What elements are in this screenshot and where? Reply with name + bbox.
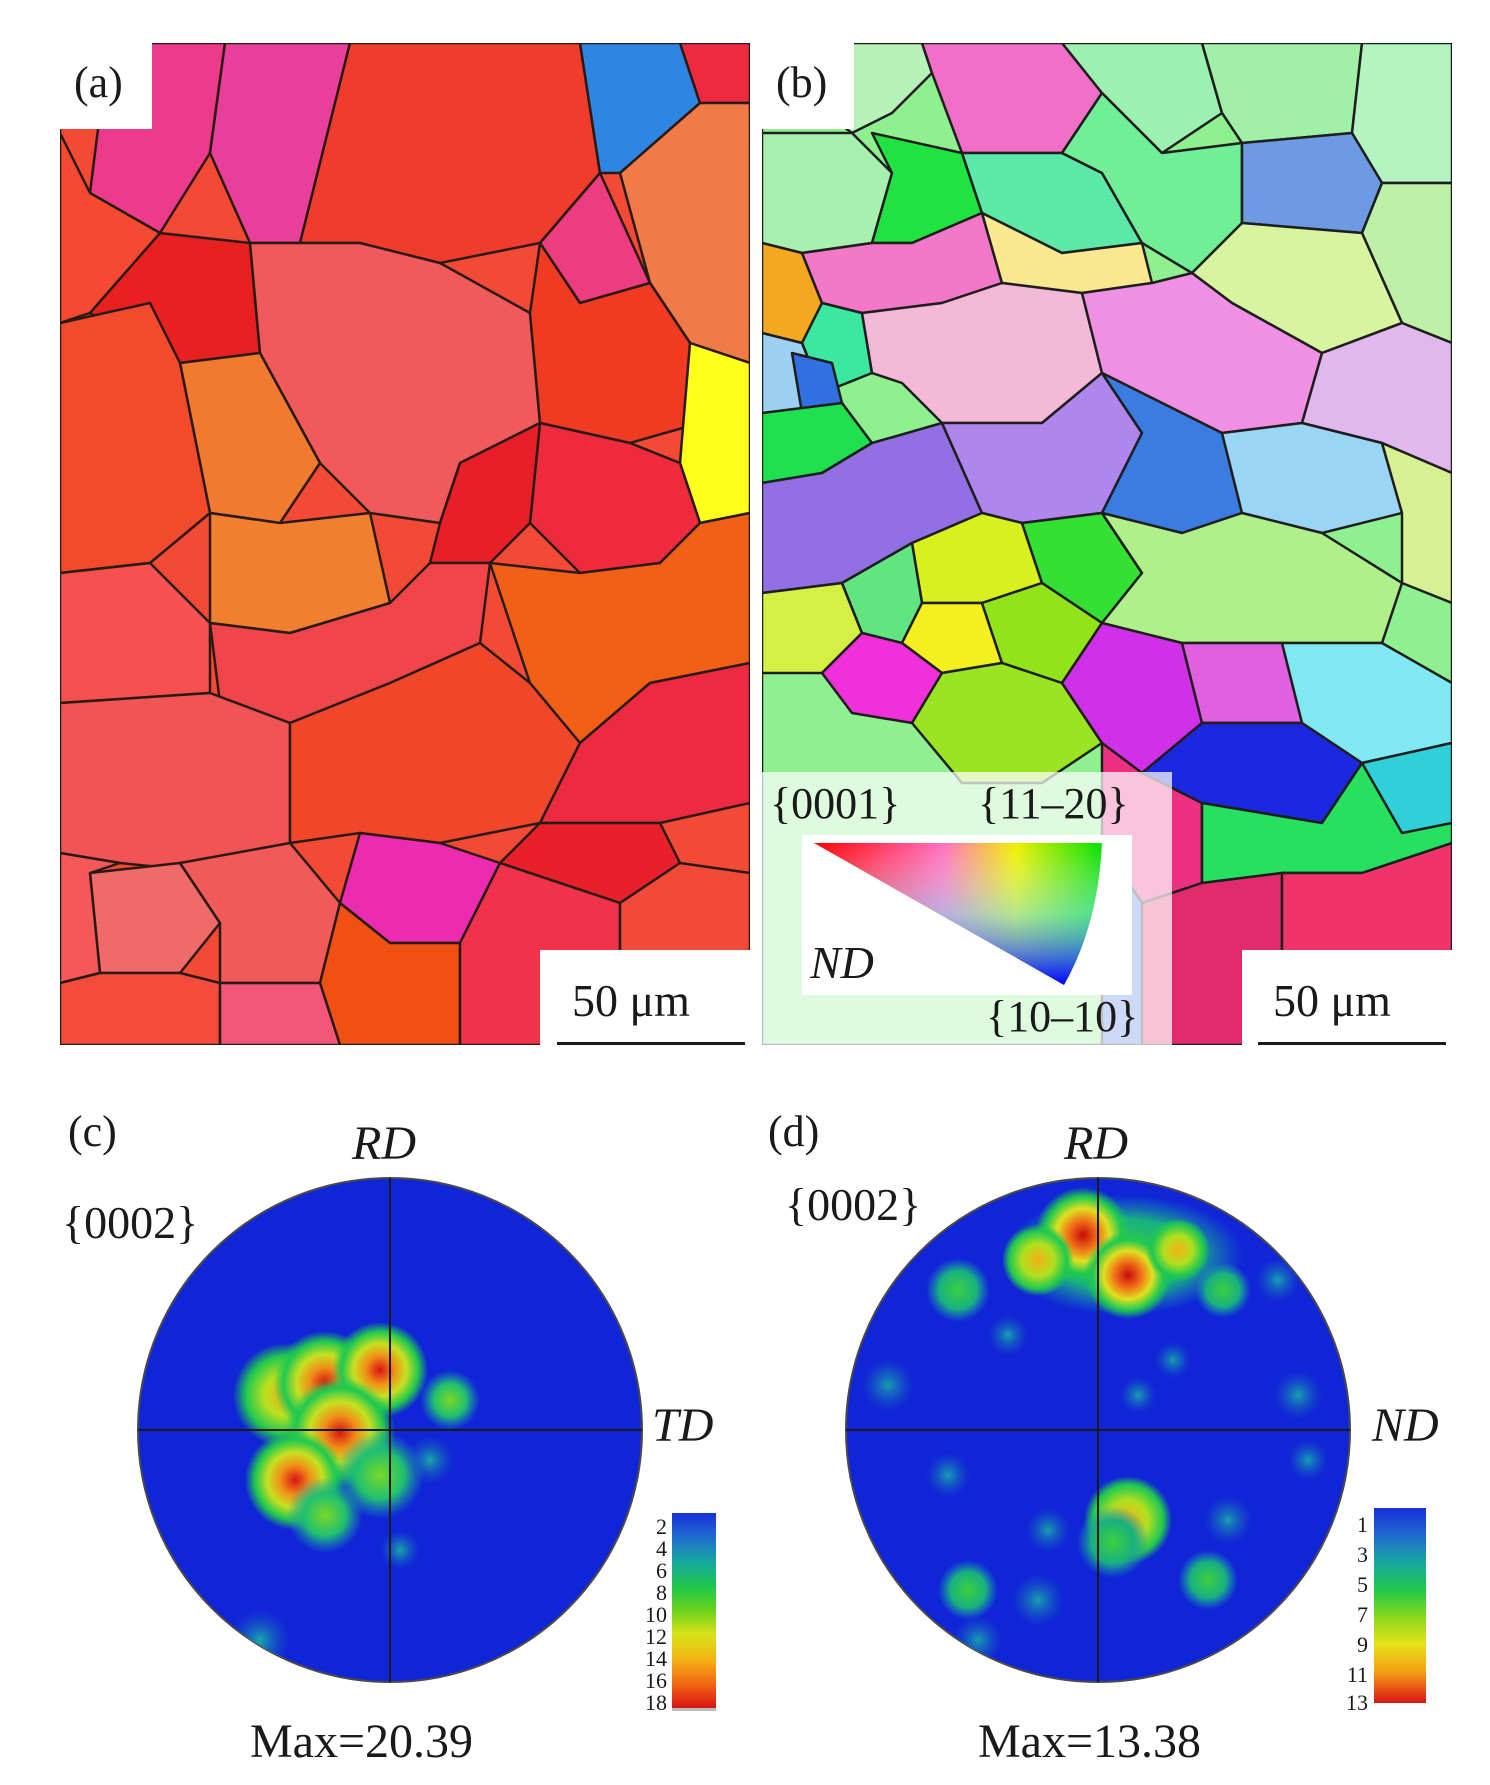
pole-figure-c (137, 1177, 643, 1683)
pf-c-rd-label: RD (352, 1117, 416, 1170)
pf-d-max: Max=13.38 (978, 1715, 1202, 1768)
grain (1060, 43, 1224, 155)
pf-pole (1002, 1224, 1074, 1296)
pf-pole (988, 1315, 1028, 1355)
colorbar-tick: 13 (1346, 1690, 1368, 1715)
ipf-corner-10-10: {10–10} (986, 992, 1139, 1041)
grain (1360, 741, 1452, 835)
panel-label-c: (c) (68, 1107, 117, 1156)
pf-pole (1146, 1218, 1210, 1282)
pole-figure-d (845, 1177, 1351, 1683)
colorbar-d (1374, 1508, 1426, 1703)
pf-pole (406, 1436, 454, 1484)
pf-pole (230, 1610, 290, 1670)
ipf-color-triangle (802, 835, 1132, 995)
pf-pole (380, 1530, 420, 1570)
ipf-corner-0001: {0001} (770, 779, 901, 828)
pf-pole (1288, 1440, 1328, 1480)
pf-c-td-label: TD (652, 1399, 714, 1452)
grain (60, 851, 122, 985)
pf-pole (1256, 1258, 1300, 1302)
panel-label-b: (b) (762, 43, 854, 129)
colorbar-tick: 18 (645, 1690, 667, 1715)
pf-pole (954, 1616, 1002, 1664)
colorbar-tick: 4 (656, 1536, 667, 1561)
grain (218, 981, 342, 1045)
grain-map-a (60, 43, 750, 1045)
pf-pole (1012, 1574, 1064, 1626)
pf-pole (938, 1560, 998, 1620)
grain (1240, 131, 1384, 235)
colorbar-tick: 11 (1346, 1662, 1368, 1687)
pf-pole (926, 1258, 990, 1322)
pf-pole (1077, 1506, 1149, 1578)
colorbar-tick: 16 (645, 1668, 667, 1693)
ipf-axis-nd: ND (810, 937, 874, 988)
pf-pole (1204, 1496, 1252, 1544)
pf-pole (420, 1370, 480, 1430)
grain (60, 971, 222, 1045)
colorbar-tick: 2 (656, 1514, 667, 1539)
pf-pole (287, 1477, 363, 1553)
grain (60, 691, 292, 875)
colorbar-c (672, 1513, 716, 1711)
colorbar-tick: 3 (1357, 1542, 1368, 1567)
colorbar-tick: 12 (645, 1624, 667, 1649)
grain (60, 561, 212, 705)
ebsd-map-b (762, 43, 1452, 1045)
colorbar-d-ticks: 1 3 5 7 9 11 13 (1322, 1512, 1368, 1715)
pf-pole (1195, 1262, 1251, 1318)
scale-bar-line-a (557, 1042, 745, 1045)
ipf-corner-11-20: {11–20} (978, 779, 1129, 828)
pf-pole (1120, 1377, 1156, 1413)
pf-pole (926, 1453, 970, 1497)
ebsd-map-a (60, 43, 750, 1045)
colorbar-tick: 5 (1357, 1572, 1368, 1597)
pf-c-plane: {0002} (62, 1197, 199, 1248)
pf-pole (1178, 1550, 1238, 1610)
pf-c-max: Max=20.39 (250, 1715, 474, 1768)
scale-bar-line-b (1258, 1042, 1446, 1045)
grain (678, 43, 750, 105)
pf-pole (1026, 1508, 1070, 1552)
colorbar-c-ticks: 2 4 6 8 10 12 14 16 18 (615, 1514, 667, 1715)
colorbar-tick: 14 (645, 1646, 667, 1671)
grain (910, 661, 1104, 785)
pf-d-nd-label: ND (1372, 1399, 1439, 1452)
pf-d-plane: {0002} (785, 1179, 922, 1230)
panel-label-d: (d) (768, 1107, 820, 1156)
pf-pole (1274, 1371, 1322, 1419)
pf-d-rd-label: RD (1064, 1117, 1128, 1170)
panel-label-a: (a) (60, 43, 152, 129)
colorbar-tick: 6 (656, 1558, 667, 1583)
colorbar-tick: 1 (1357, 1512, 1368, 1537)
colorbar-tick: 9 (1357, 1632, 1368, 1657)
pf-pole (862, 1359, 914, 1411)
colorbar-tick: 8 (656, 1580, 667, 1605)
scale-bar-label-b: 50 μm (1273, 975, 1391, 1026)
colorbar-tick: 10 (645, 1602, 667, 1627)
scale-bar-label-a: 50 μm (572, 975, 690, 1026)
scale-bar-box-a (540, 950, 760, 1050)
grain (1380, 441, 1452, 605)
scale-bar-box-b (1242, 950, 1462, 1050)
colorbar-tick: 7 (1357, 1602, 1368, 1627)
pf-pole (1155, 1342, 1191, 1378)
